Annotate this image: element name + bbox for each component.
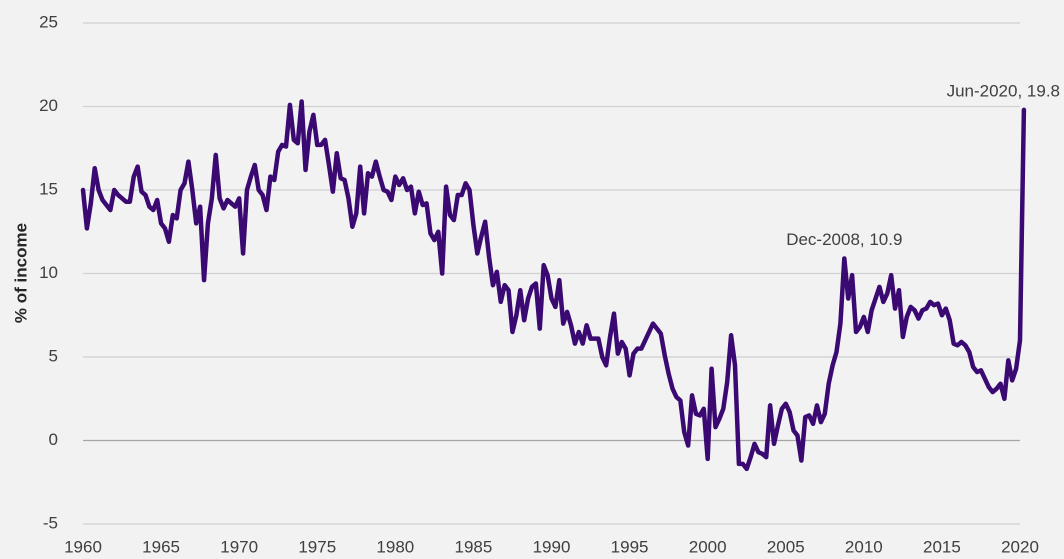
annotation: Dec-2008, 10.9 <box>786 230 902 249</box>
x-tick-label: 1985 <box>455 537 493 556</box>
x-tick-label: 2010 <box>845 537 883 556</box>
y-tick-label: 10 <box>39 263 58 282</box>
x-tick-label: 1990 <box>533 537 571 556</box>
x-tick-label: 1980 <box>376 537 414 556</box>
x-tick-label: 1975 <box>298 537 336 556</box>
x-tick-label: 1965 <box>142 537 180 556</box>
y-tick-label: 0 <box>49 430 58 449</box>
y-tick-label: 25 <box>39 12 58 31</box>
annotation: Jun-2020, 19.8 <box>947 81 1060 100</box>
x-tick-label: 1960 <box>64 537 102 556</box>
y-tick-label: -5 <box>43 513 58 532</box>
x-tick-label: 2020 <box>1001 537 1039 556</box>
y-tick-label: 20 <box>39 96 58 115</box>
y-tick-label: 5 <box>49 346 58 365</box>
x-tick-label: 1995 <box>611 537 649 556</box>
y-tick-label: 15 <box>39 179 58 198</box>
line <box>80 99 1027 472</box>
x-tick-label: 2005 <box>767 537 805 556</box>
x-tick-label: 2015 <box>923 537 961 556</box>
x-tick-label: 2000 <box>689 537 727 556</box>
x-tick-label: 1970 <box>220 537 258 556</box>
y-axis-label: % of income <box>11 223 30 323</box>
